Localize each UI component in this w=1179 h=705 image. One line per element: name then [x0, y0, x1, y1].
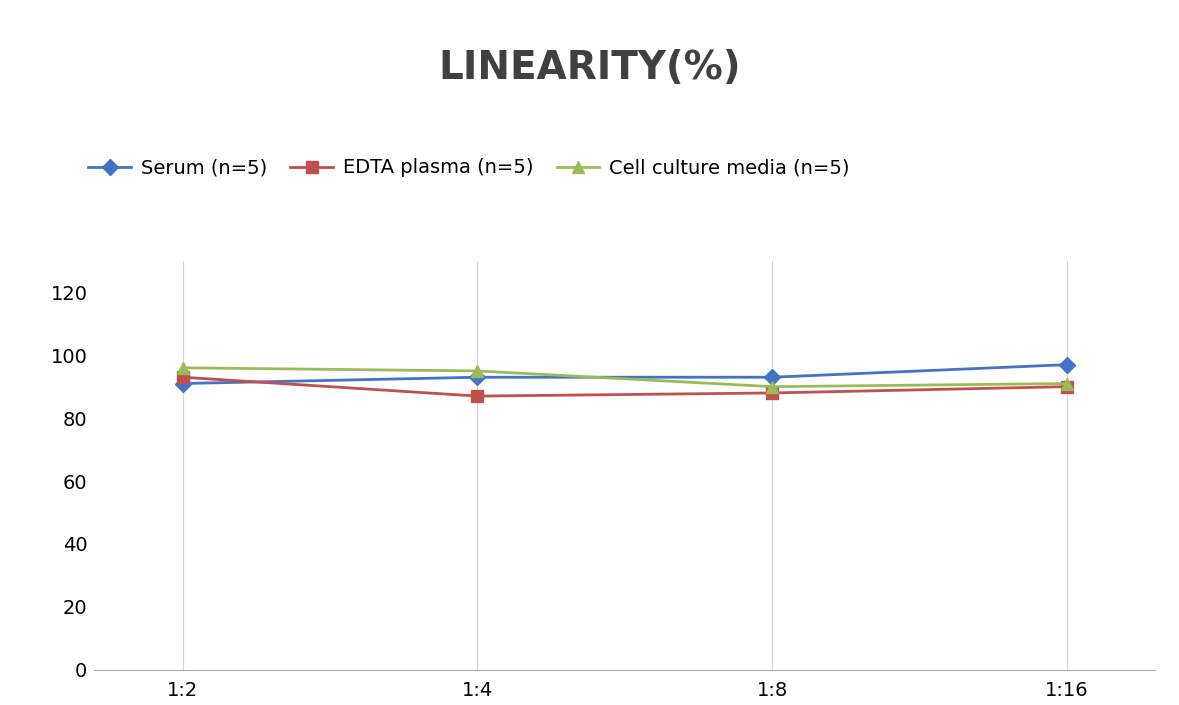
- Line: Serum (n=5): Serum (n=5): [177, 359, 1073, 389]
- Cell culture media (n=5): [1060, 379, 1074, 388]
- Line: EDTA plasma (n=5): EDTA plasma (n=5): [177, 372, 1073, 402]
- EDTA plasma (n=5): [176, 373, 190, 381]
- Text: LINEARITY(%): LINEARITY(%): [439, 49, 740, 87]
- EDTA plasma (n=5): [1060, 382, 1074, 391]
- Cell culture media (n=5): [176, 364, 190, 372]
- Serum (n=5): [765, 373, 779, 381]
- Serum (n=5): [176, 379, 190, 388]
- EDTA plasma (n=5): [765, 388, 779, 397]
- Line: Cell culture media (n=5): Cell culture media (n=5): [177, 362, 1073, 393]
- Cell culture media (n=5): [765, 382, 779, 391]
- Serum (n=5): [470, 373, 485, 381]
- Cell culture media (n=5): [470, 367, 485, 375]
- EDTA plasma (n=5): [470, 392, 485, 400]
- Legend: Serum (n=5), EDTA plasma (n=5), Cell culture media (n=5): Serum (n=5), EDTA plasma (n=5), Cell cul…: [80, 151, 857, 185]
- Serum (n=5): [1060, 360, 1074, 369]
